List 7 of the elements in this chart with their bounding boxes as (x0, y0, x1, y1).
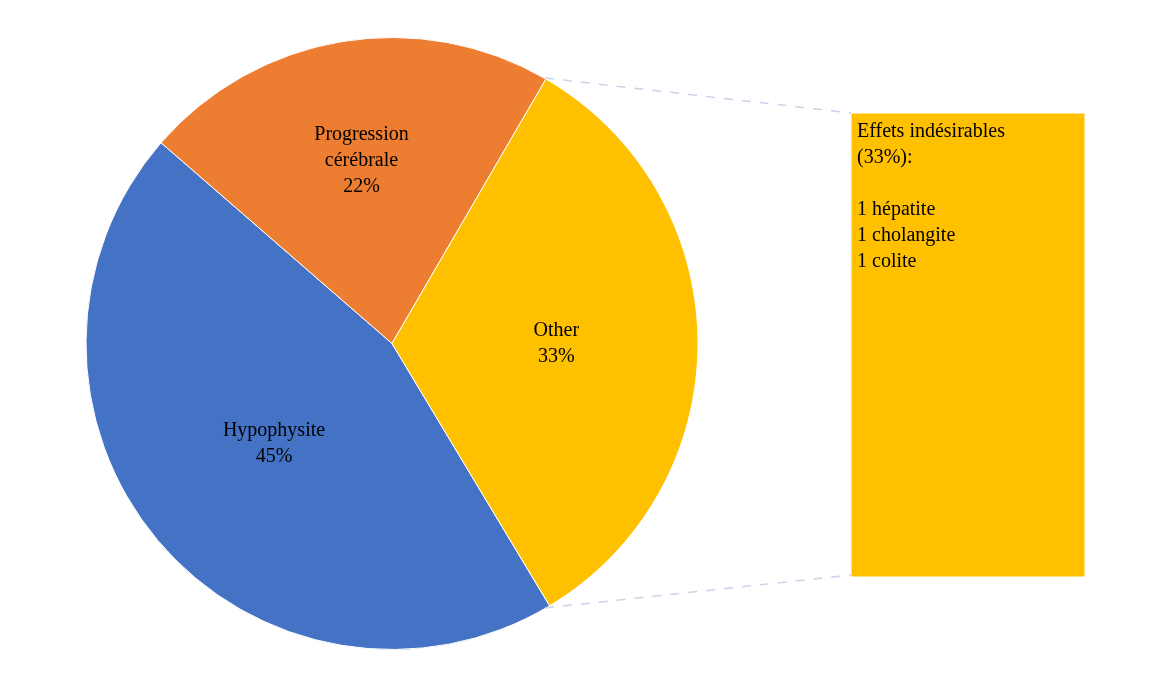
slice-label: Hypophysite (222, 418, 326, 442)
slice-label: Progression cérébrale (314, 122, 409, 171)
data-label: 45% (255, 444, 293, 467)
data-label: 33% (537, 344, 575, 367)
slice-label: Other (533, 318, 580, 341)
text: Effets indésirables (33%): 1 hépatite 1 cholangite 1 colite (857, 119, 1005, 271)
data-label: 22% (343, 174, 380, 197)
